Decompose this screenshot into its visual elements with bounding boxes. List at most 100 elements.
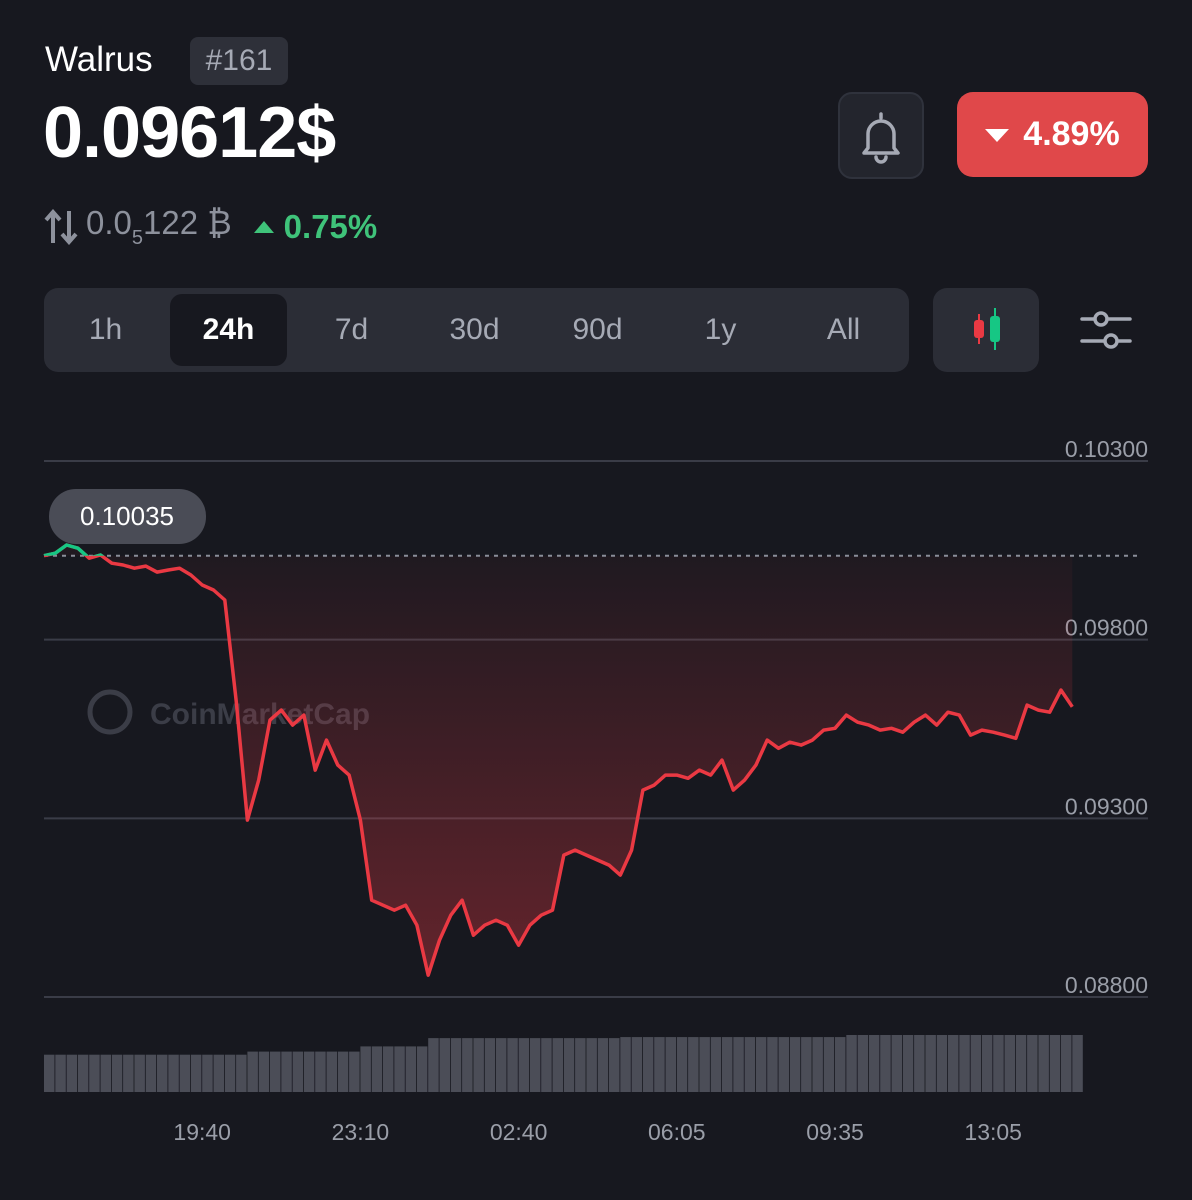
time-tab[interactable]: All [826,313,861,346]
volume-bar [801,1037,812,1092]
reference-bubble [49,489,206,544]
volume-bar [812,1037,823,1092]
time-tab[interactable]: 1y [704,313,737,346]
volume-bar [416,1046,428,1092]
volume-bar [258,1051,270,1092]
volume-bar [835,1037,846,1092]
volume-bar [1072,1035,1083,1092]
candle-icon [974,308,1000,350]
btc-price: 0.05122 ₿ [86,204,232,250]
swap-icon [44,209,78,245]
volume-bar [89,1054,100,1092]
volume-bar [190,1054,202,1092]
volume-bar [1004,1035,1015,1092]
volume-bar [224,1054,236,1092]
volume-bar [609,1038,620,1092]
volume-bar [880,1035,891,1092]
settings-button[interactable] [1080,308,1132,357]
volume-bar [925,1035,936,1092]
volume-bar [292,1051,304,1092]
volume-bar [236,1054,247,1092]
volume-bar [767,1037,778,1092]
volume-bar [575,1038,586,1092]
volume-bar [405,1046,417,1092]
volume-bar [846,1035,857,1092]
volume-bar [529,1038,541,1092]
x-tick-label: 09:35 [806,1119,864,1145]
volume-bar [981,1035,993,1092]
volume-bar [247,1051,258,1092]
volume-bar [179,1054,191,1092]
volume-bar [676,1037,688,1092]
volume-bar [450,1038,462,1092]
btc-rest: 122 [143,204,199,241]
volume-bar [111,1054,123,1092]
volume-bar [100,1054,111,1092]
time-tab[interactable]: 90d [572,313,623,346]
volume-bar [462,1038,473,1092]
volume-bar [213,1054,224,1092]
y-tick-label: 0.09800 [1065,615,1148,641]
y-tick-label: 0.09300 [1065,793,1148,819]
volume-bar [857,1035,869,1092]
volume-bar [66,1054,78,1092]
time-tab[interactable]: 24h [170,294,287,366]
volume-bar [620,1037,631,1092]
volume-bar [134,1054,145,1092]
volume-bar [959,1035,970,1092]
coin-name: Walrus [45,40,153,79]
bell-icon [862,112,900,164]
volume-bar [55,1054,66,1092]
volume-bar [563,1038,575,1092]
volume-bar [383,1046,394,1092]
price: 0.09612$ [43,93,336,173]
price-line-up [43,543,105,556]
volume-bar [484,1038,496,1092]
volume-bar [936,1035,948,1092]
volume-bar [710,1037,722,1092]
volume-bar [507,1038,518,1092]
volume-bar [914,1035,925,1092]
watermark-logo [87,689,133,735]
volume-bar [868,1035,880,1092]
x-tick-label: 06:05 [648,1119,706,1145]
volume-bar [439,1038,450,1092]
volume-bar [597,1038,609,1092]
sliders-icon [1080,311,1132,349]
volume-bar [733,1037,744,1092]
volume-bar [270,1051,281,1092]
volume-bar [823,1037,835,1092]
time-tab[interactable]: 7d [334,313,369,346]
y-tick-label: 0.08800 [1065,972,1148,998]
volume-bar [371,1046,383,1092]
volume-bar [778,1037,789,1092]
volume-bar [145,1054,157,1092]
volume-bar [665,1037,676,1092]
btc-change-value: 0.75% [283,208,378,245]
volume-bar [654,1037,665,1092]
time-tab[interactable]: 30d [449,313,500,346]
volume-bar [1061,1035,1072,1092]
x-tick-label: 23:10 [332,1119,390,1145]
alert-button[interactable] [838,92,924,179]
volume-bar [631,1037,643,1092]
down-triangle [985,128,1010,142]
volume-bar [77,1054,89,1092]
reference-label: 0.10035 [80,501,174,531]
btc-price-row: 0.05122 ₿ 0.75% [44,204,377,250]
btc-zeros: 5 [131,227,143,249]
candle-button[interactable] [933,288,1039,372]
time-tab[interactable]: 1h [88,313,123,346]
volume-bar [281,1051,292,1092]
price-line [43,543,1074,977]
volume-bar [157,1054,168,1092]
volume-bar [202,1054,213,1092]
time-tabs: 1h 24h 7d 30d 90d 1y All [44,288,909,372]
volume-bar [394,1046,405,1092]
volume-bar [688,1037,699,1092]
area [44,545,1073,976]
change-pill: 4.89% [957,92,1148,177]
btc-change: 0.75% [253,208,378,246]
volume-bar [699,1037,710,1092]
x-tick-label: 02:40 [490,1119,548,1145]
